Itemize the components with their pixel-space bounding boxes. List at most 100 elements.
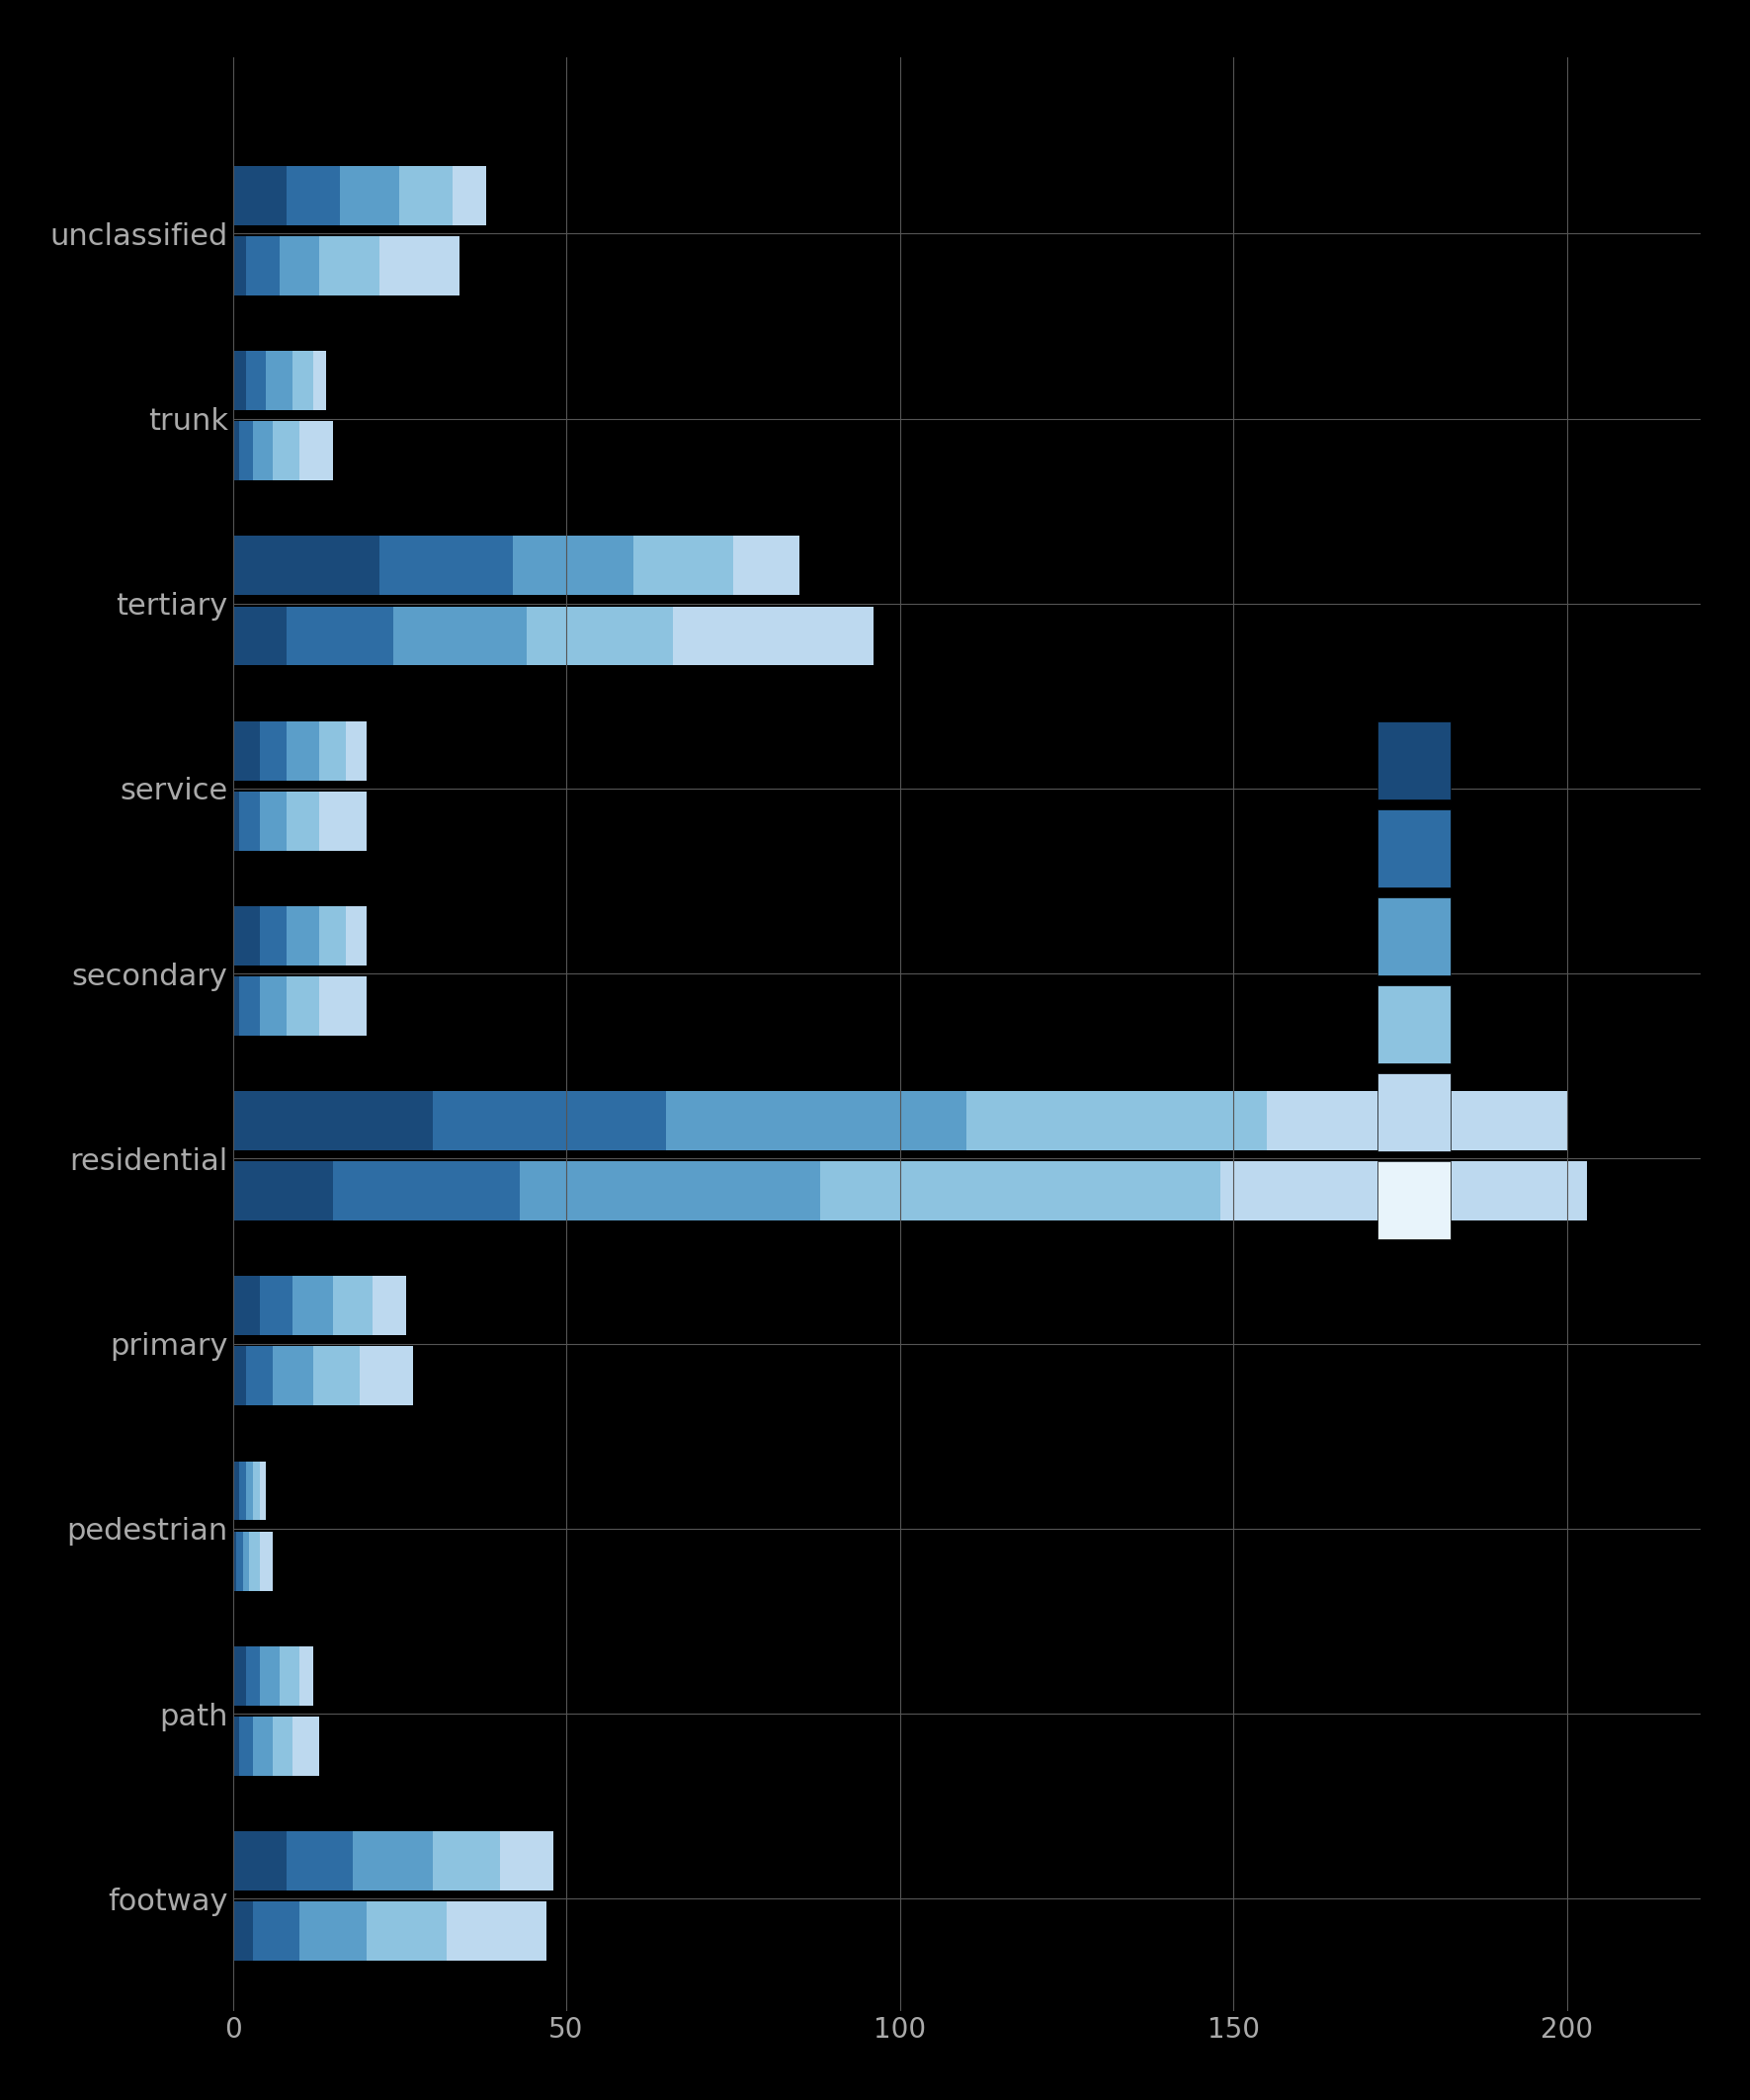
Bar (340, 166, 399, 225)
Bar (299, 422, 332, 481)
Bar (520, 1161, 819, 1220)
Bar (313, 351, 326, 410)
Bar (273, 1346, 313, 1405)
Bar (320, 905, 346, 966)
Bar (233, 905, 259, 966)
Bar (247, 1462, 252, 1520)
Bar (233, 351, 247, 410)
Bar (399, 166, 453, 225)
Bar (280, 1646, 299, 1705)
Bar (332, 1277, 373, 1336)
Bar (332, 1161, 520, 1220)
Bar (240, 792, 259, 850)
FancyBboxPatch shape (1377, 985, 1451, 1063)
Bar (247, 237, 280, 296)
Bar (233, 1161, 332, 1220)
Bar (266, 351, 292, 410)
Bar (373, 1277, 406, 1336)
Bar (446, 1900, 546, 1961)
Bar (354, 1831, 432, 1890)
Bar (233, 1831, 285, 1890)
Bar (285, 166, 340, 225)
Bar (240, 1716, 252, 1777)
Bar (233, 166, 285, 225)
FancyBboxPatch shape (1377, 897, 1451, 974)
Bar (252, 1462, 259, 1520)
Bar (233, 720, 259, 781)
Bar (634, 536, 733, 594)
Bar (432, 1092, 667, 1151)
Bar (247, 351, 266, 410)
Bar (233, 607, 285, 666)
Bar (233, 422, 240, 481)
Bar (380, 237, 460, 296)
Bar (259, 1277, 292, 1336)
Bar (299, 1646, 313, 1705)
Bar (966, 1092, 1267, 1151)
Bar (259, 976, 285, 1035)
Bar (320, 792, 366, 850)
Bar (233, 1346, 247, 1405)
Bar (380, 536, 513, 594)
Bar (236, 1531, 243, 1590)
Bar (320, 976, 366, 1035)
Bar (259, 905, 285, 966)
Bar (292, 1277, 332, 1336)
Bar (247, 1646, 259, 1705)
FancyBboxPatch shape (1377, 1161, 1451, 1239)
Bar (233, 1646, 247, 1705)
Bar (453, 166, 487, 225)
Bar (233, 1277, 259, 1336)
Bar (240, 422, 252, 481)
Bar (285, 905, 320, 966)
Bar (285, 1831, 354, 1890)
Bar (250, 1531, 259, 1590)
Bar (259, 792, 285, 850)
Bar (359, 1346, 413, 1405)
Bar (285, 720, 320, 781)
Bar (320, 237, 380, 296)
Bar (233, 792, 240, 850)
Bar (252, 1900, 299, 1961)
Bar (299, 1900, 366, 1961)
Bar (499, 1831, 553, 1890)
Bar (233, 1462, 240, 1520)
Bar (273, 422, 299, 481)
Bar (292, 351, 313, 410)
Bar (285, 976, 320, 1035)
Bar (392, 607, 527, 666)
Bar (320, 720, 346, 781)
Bar (233, 1531, 236, 1590)
Bar (240, 1462, 247, 1520)
FancyBboxPatch shape (1377, 808, 1451, 886)
Bar (1267, 1092, 1566, 1151)
Bar (233, 1900, 252, 1961)
Bar (259, 720, 285, 781)
Bar (285, 792, 320, 850)
Bar (233, 1092, 432, 1151)
Bar (259, 1462, 266, 1520)
Bar (527, 607, 674, 666)
Bar (819, 1161, 1220, 1220)
Bar (292, 1716, 320, 1777)
Bar (233, 536, 380, 594)
FancyBboxPatch shape (1377, 1073, 1451, 1151)
Bar (513, 536, 634, 594)
Bar (233, 976, 240, 1035)
Bar (1220, 1161, 1587, 1220)
Bar (252, 1716, 273, 1777)
Bar (252, 422, 273, 481)
FancyBboxPatch shape (1377, 720, 1451, 800)
Bar (313, 1346, 359, 1405)
Bar (233, 1716, 240, 1777)
Bar (667, 1092, 966, 1151)
Bar (432, 1831, 499, 1890)
Bar (346, 905, 366, 966)
Bar (247, 1346, 273, 1405)
Bar (243, 1531, 250, 1590)
Bar (273, 1716, 292, 1777)
Bar (366, 1900, 446, 1961)
Bar (733, 536, 800, 594)
Bar (674, 607, 873, 666)
Bar (280, 237, 320, 296)
